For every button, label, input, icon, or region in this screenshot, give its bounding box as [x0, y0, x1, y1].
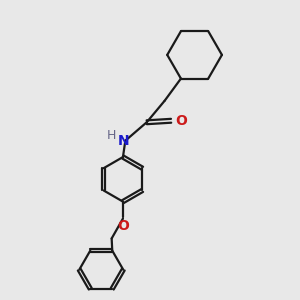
Text: N: N: [118, 134, 130, 148]
Text: O: O: [118, 219, 130, 233]
Text: H: H: [106, 129, 116, 142]
Text: O: O: [175, 114, 187, 128]
